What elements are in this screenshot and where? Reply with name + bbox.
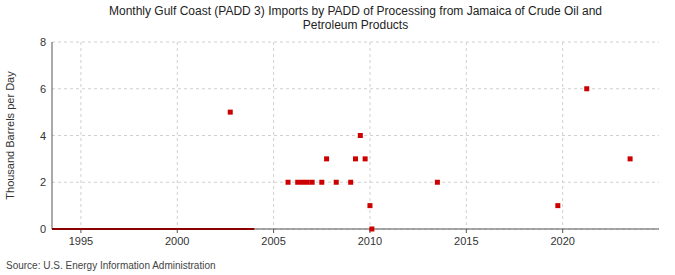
title: Monthly Gulf Coast (PADD 3) Imports by P… bbox=[109, 4, 602, 32]
x-tick-label: 1995 bbox=[69, 235, 93, 247]
point bbox=[555, 203, 560, 208]
y-tick-label: 6 bbox=[40, 83, 46, 95]
point bbox=[286, 180, 291, 185]
y-tick-label: 0 bbox=[40, 223, 46, 235]
point bbox=[363, 156, 368, 161]
axes: 1995 2000 2005 2010 2015 2020 0 2 4 6 8 bbox=[40, 36, 659, 247]
y-tick-label: 4 bbox=[40, 130, 46, 142]
y-tick-label: 8 bbox=[40, 36, 46, 48]
x-tick bbox=[562, 229, 563, 233]
x-grid-line bbox=[177, 42, 178, 229]
point bbox=[310, 180, 315, 185]
x-axis-line bbox=[52, 229, 659, 230]
point bbox=[305, 180, 310, 185]
y-tick-label: 2 bbox=[40, 176, 46, 188]
x-tick bbox=[273, 229, 274, 233]
point bbox=[324, 156, 329, 161]
x-tick-label: 2010 bbox=[358, 235, 382, 247]
line bbox=[52, 228, 254, 230]
x-grid-line bbox=[273, 42, 274, 229]
x-tick-label: 2015 bbox=[454, 235, 478, 247]
point bbox=[369, 227, 374, 232]
y-grid-line bbox=[52, 135, 659, 136]
x-tick-label: 2005 bbox=[261, 235, 285, 247]
point bbox=[334, 180, 339, 185]
x-tick-label: 2020 bbox=[550, 235, 574, 247]
point bbox=[228, 110, 233, 115]
y-grid-line bbox=[52, 229, 659, 230]
point bbox=[300, 180, 305, 185]
x-grid-line bbox=[80, 42, 81, 229]
x-tick bbox=[466, 229, 467, 233]
x-grid-line bbox=[466, 42, 467, 229]
point bbox=[348, 180, 353, 185]
y-grid-line bbox=[52, 42, 659, 43]
source: Source: U.S. Energy Information Administ… bbox=[6, 260, 216, 271]
plot-area bbox=[52, 86, 633, 231]
title-line: Monthly Gulf Coast (PADD 3) Imports by P… bbox=[109, 4, 602, 18]
chart: Monthly Gulf Coast (PADD 3) Imports by P… bbox=[0, 0, 675, 275]
x-grid-line bbox=[369, 42, 370, 229]
x-grid-line bbox=[562, 42, 563, 229]
point bbox=[435, 180, 440, 185]
point bbox=[319, 180, 324, 185]
point bbox=[628, 156, 633, 161]
y-grid-line bbox=[52, 182, 659, 183]
y-axis-label: Thousand Barrels per Day bbox=[4, 71, 16, 200]
point bbox=[358, 133, 363, 138]
point bbox=[353, 156, 358, 161]
point bbox=[367, 203, 372, 208]
y-axis-line bbox=[52, 42, 53, 229]
point bbox=[584, 86, 589, 91]
grid bbox=[52, 42, 659, 229]
title-line: Petroleum Products bbox=[303, 18, 408, 32]
point bbox=[295, 180, 300, 185]
y-grid-line bbox=[52, 88, 659, 89]
x-tick-label: 2000 bbox=[165, 235, 189, 247]
